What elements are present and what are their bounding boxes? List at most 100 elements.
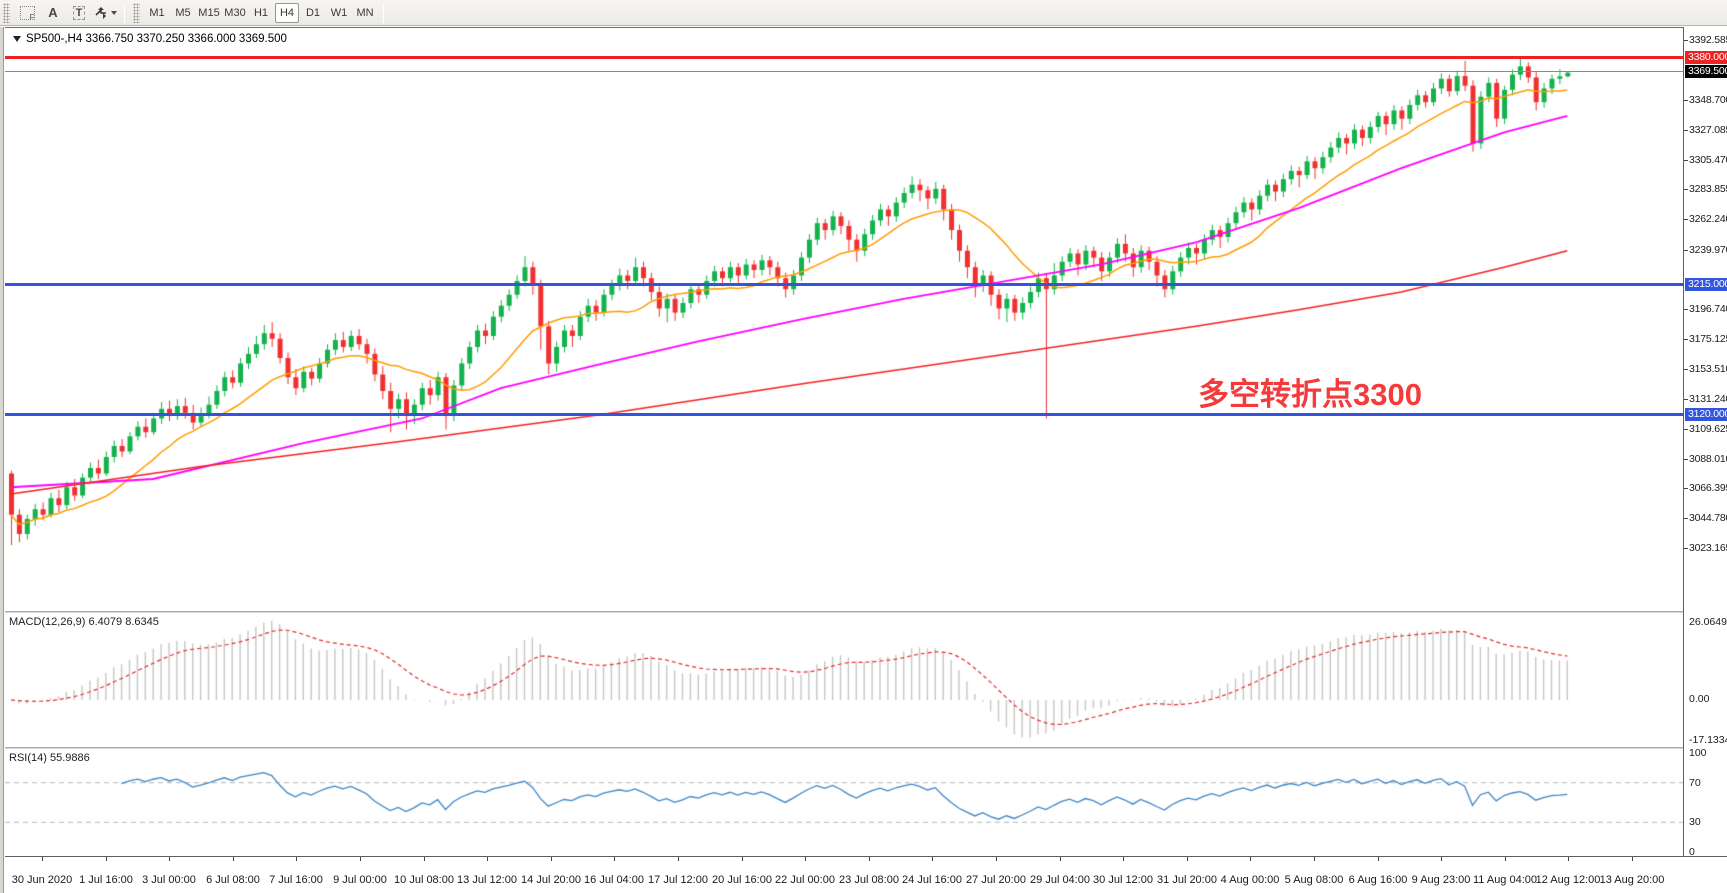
price-axis-tick-label: 3348.700 [1689,94,1727,106]
macd-scale-label: 0.00 [1689,693,1710,705]
timeframe-button-m15[interactable]: M15 [198,6,220,19]
rsi-scale-label: 100 [1689,747,1707,759]
rsi-scale-label: 30 [1689,816,1701,828]
price-axis-tick-mark [1684,130,1688,131]
price-axis-tick-label: 3131.240 [1689,393,1727,405]
timeframe-button-d1[interactable]: D1 [305,6,321,19]
date-axis-label: 31 Jul 20:00 [1157,874,1217,886]
price-axis-tick-mark [1684,189,1688,190]
price-axis-tick-label: 3066.395 [1689,482,1727,494]
date-axis-tick-mark [1505,857,1506,861]
rsi-label: RSI(14) 55.9886 [9,752,90,764]
text-tool-icon: T [72,5,86,20]
date-axis-label: 16 Jul 04:00 [584,874,644,886]
chart-annotation-text[interactable]: 多空转折点3300 [1198,377,1422,412]
macd-label: MACD(12,26,9) 6.4079 8.6345 [9,616,159,628]
timeframe-button-h1[interactable]: H1 [253,6,269,19]
date-axis-label: 6 Aug 16:00 [1348,874,1408,886]
timeframe-button-m30[interactable]: M30 [224,6,246,19]
timeframe-button-m5[interactable]: M5 [175,6,191,19]
date-axis-tick-mark [169,857,170,861]
date-axis-tick-mark [487,857,488,861]
collapse-triangle-icon[interactable] [13,36,21,42]
toolbar-grip-icon[interactable] [3,2,10,23]
date-axis-label: 6 Jul 08:00 [206,874,260,886]
price-axis-tick-label: 3305.470 [1689,154,1727,166]
hline-3380_000[interactable] [5,56,1683,59]
date-axis-label: 23 Jul 08:00 [839,874,899,886]
hline-3215_000[interactable] [5,283,1683,286]
date-axis-tick-mark [996,857,997,861]
date-axis-border [5,856,1727,857]
date-axis-label: 9 Aug 23:00 [1411,874,1471,886]
date-axis-tick-mark [1187,857,1188,861]
date-axis-tick-mark [1314,857,1315,861]
date-axis-label: 17 Jul 12:00 [648,874,708,886]
arrows-tool-button[interactable] [93,3,118,23]
price-axis-tick-label: 3153.510 [1689,363,1727,375]
price-axis-tick-mark [1684,518,1688,519]
macd-indicator-canvas[interactable] [5,613,1683,747]
date-axis-tick-mark [1060,857,1061,861]
pane-divider-rsi[interactable] [5,747,1683,749]
date-axis[interactable]: 30 Jun 2020 1 Jul 16:00 3 Jul 00:00 6 Jul 0… [5,857,1727,893]
date-axis-tick-mark [42,857,43,861]
chart-title: SP500-,H4 3366.750 3370.250 3366.000 336… [13,33,287,45]
date-axis-tick-mark [742,857,743,861]
date-axis-tick-mark [1250,857,1251,861]
timeframe-button-m1[interactable]: M1 [149,6,165,19]
window-left-edge [0,27,4,893]
grid-f-icon: F [19,5,35,22]
price-axis-tick-label: 3109.625 [1689,423,1727,435]
price-axis-tick-label: 3196.740 [1689,303,1727,315]
price-axis-tick-label: 3044.780 [1689,512,1727,524]
price-axis-tick-label: 3175.125 [1689,333,1727,345]
macd-scale-label: -17.1334 [1689,734,1727,746]
date-axis-label: 13 Aug 20:00 [1599,874,1665,886]
toolbar-separator [124,2,125,23]
hline-3369_500[interactable] [5,71,1683,72]
date-axis-label: 5 Aug 08:00 [1284,874,1344,886]
timeframe-toolbar-grip-icon[interactable] [133,2,140,23]
price-axis-tick-label: 3283.855 [1689,183,1727,195]
pane-divider-macd[interactable] [5,611,1683,613]
chart-plot-area[interactable]: SP500-,H4 3366.750 3370.250 3366.000 336… [5,27,1683,856]
hline-3300_000[interactable] [5,166,1683,169]
timeframe-button-group: M1 M5 M15 M30 H1 H4 D1 W1 MN [144,2,378,23]
rsi-indicator-canvas[interactable] [5,749,1683,856]
timeframe-button-h4[interactable]: H4 [275,2,299,23]
date-axis-tick-mark [1441,857,1442,861]
macd-scale-label: 26.0649 [1689,616,1727,628]
price-badge-3215_000: 3215.000 [1685,278,1727,291]
date-axis-tick-mark [424,857,425,861]
timeframe-button-w1[interactable]: W1 [330,6,348,19]
date-axis-label: 27 Jul 20:00 [966,874,1026,886]
grid-f-tool-button[interactable]: F [15,3,39,23]
price-axis-tick-label: 3392.585 [1689,34,1727,46]
date-axis-tick-mark [1568,857,1569,861]
price-axis-tick-mark [1684,40,1688,41]
date-axis-tick-mark [932,857,933,861]
candlestick-chart-canvas[interactable] [5,29,1683,612]
text-tool-button[interactable]: T [67,3,91,23]
price-axis-tick-label: 3327.085 [1689,124,1727,136]
price-axis-tick-mark [1684,548,1688,549]
date-axis-tick-mark [551,857,552,861]
price-axis[interactable]: 3392.585 3348.700 3327.085 3305.470 3283.855… [1683,27,1727,858]
text-label-icon: A [48,5,58,20]
date-axis-label: 11 Aug 04:00 [1472,874,1538,886]
date-axis-tick-mark [805,857,806,861]
price-axis-tick-mark [1684,339,1688,340]
price-axis-tick-mark [1684,160,1688,161]
date-axis-tick-mark [233,857,234,861]
price-axis-tick-mark [1684,459,1688,460]
hline-3120_000[interactable] [5,413,1683,416]
price-axis-tick-mark [1684,309,1688,310]
price-axis-tick-mark [1684,429,1688,430]
timeframe-button-mn[interactable]: MN [356,6,374,19]
text-label-tool-button[interactable]: A [41,3,65,23]
rsi-scale-label: 0 [1689,846,1695,858]
date-axis-label: 9 Jul 00:00 [333,874,387,886]
date-axis-tick-mark [1123,857,1124,861]
date-axis-label: 1 Jul 16:00 [79,874,133,886]
